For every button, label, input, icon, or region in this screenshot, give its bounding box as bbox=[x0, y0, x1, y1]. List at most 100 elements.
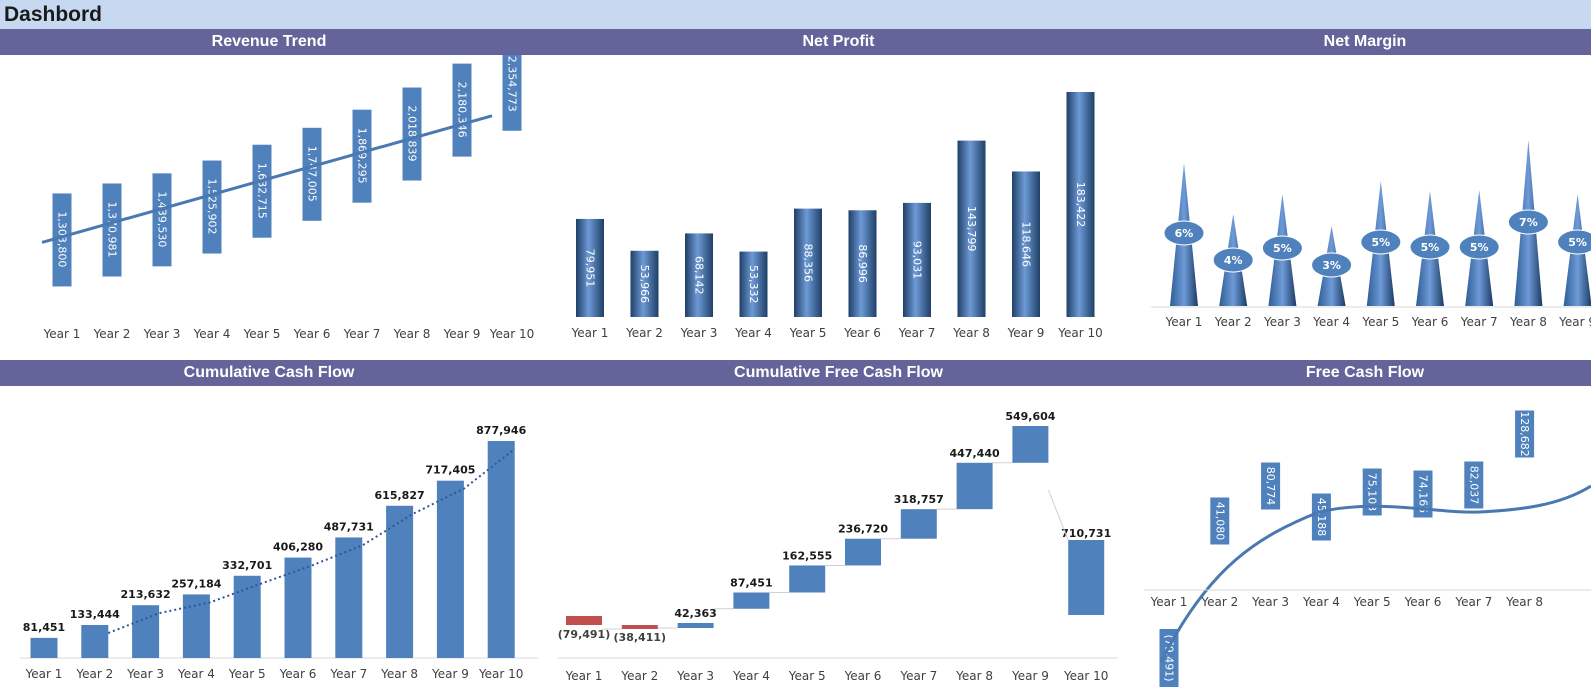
cumulative-cash-bar bbox=[487, 441, 515, 658]
x-tick-label: Year 9 bbox=[431, 667, 469, 681]
data-label: 6% bbox=[1175, 227, 1194, 240]
x-tick-label: Year 9 bbox=[443, 327, 481, 341]
data-label: 143,799 bbox=[965, 206, 978, 252]
data-label: 80,774 bbox=[1264, 467, 1277, 506]
cumulative-cash-bar bbox=[30, 637, 58, 658]
net-margin-bubble bbox=[1507, 209, 1549, 235]
revenue-bar bbox=[52, 193, 72, 287]
cumulative-cash-bar bbox=[335, 537, 363, 658]
data-label: 406,280 bbox=[273, 541, 323, 554]
x-tick-label: Year 1 bbox=[25, 667, 63, 681]
x-tick-label: Year 7 bbox=[329, 667, 367, 681]
net-profit-bar bbox=[794, 208, 822, 317]
net-profit-header: Net Profit bbox=[538, 29, 1139, 55]
data-label: 7% bbox=[1519, 216, 1538, 229]
x-tick-label: Year 9 bbox=[1007, 326, 1045, 340]
net-profit-bar bbox=[1066, 92, 1095, 317]
x-tick-label: Year 3 bbox=[1263, 315, 1301, 329]
revenue-bar bbox=[102, 183, 122, 277]
data-label: 86,996 bbox=[856, 244, 869, 283]
x-tick-label: Year 6 bbox=[293, 327, 331, 341]
x-tick-label: Year 8 bbox=[1509, 315, 1547, 329]
x-tick-label: Year 8 bbox=[952, 326, 990, 340]
data-label: 118,646 bbox=[1020, 221, 1033, 266]
x-tick-label: Year 4 bbox=[732, 669, 770, 683]
net-margin-bubble bbox=[1261, 235, 1303, 261]
x-tick-label: Year 7 bbox=[1454, 595, 1492, 609]
data-label: 236,720 bbox=[838, 523, 888, 536]
revenue-bar bbox=[202, 160, 222, 254]
x-tick-label: Year 7 bbox=[343, 327, 381, 341]
waterfall-bar bbox=[621, 625, 658, 629]
net-margin-bubble bbox=[1311, 252, 1353, 278]
data-label: 5% bbox=[1273, 242, 1292, 255]
net-margin-header: Net Margin bbox=[1139, 29, 1591, 55]
net-profit-bar bbox=[848, 210, 877, 317]
free-cash-bar bbox=[1362, 468, 1382, 516]
x-tick-label: Year 5 bbox=[1353, 595, 1391, 609]
cumulative-cash-bar bbox=[132, 605, 160, 658]
data-label: 81,451 bbox=[23, 621, 65, 634]
data-label: 74,165 bbox=[1417, 475, 1430, 514]
data-label: 2,354,773 bbox=[506, 56, 519, 112]
waterfall-bar bbox=[845, 538, 881, 566]
free-cash-bar bbox=[1413, 470, 1433, 518]
net-profit-chart: 79,951 53,966 68,142 53,332 88,356 86,996 93,0… bbox=[571, 92, 1103, 340]
x-tick-label: Year 1 bbox=[1150, 595, 1188, 609]
net-margin-bubble bbox=[1212, 247, 1254, 273]
net-profit-bar bbox=[685, 233, 713, 317]
x-tick-label: Year 4 bbox=[734, 326, 772, 340]
net-margin-chart: 6% 4% 5% 3% 5% 5% 5% 7% 5% Year 1 Year 2 Year 3 Year… bbox=[1151, 140, 1591, 329]
data-label: 45,188 bbox=[1315, 498, 1328, 537]
free-cash-bar bbox=[1261, 462, 1281, 510]
x-tick-label: Year 2 bbox=[620, 669, 658, 683]
x-tick-label: Year 2 bbox=[625, 326, 663, 340]
x-tick-label: Year 2 bbox=[93, 327, 131, 341]
x-tick-label: Year 5 bbox=[228, 667, 266, 681]
free-cash-bar bbox=[1515, 410, 1535, 458]
data-label: 82,037 bbox=[1467, 466, 1480, 505]
x-tick-label: Year 6 bbox=[844, 669, 882, 683]
data-label: 1,869,295 bbox=[356, 128, 369, 184]
free-cash-bar bbox=[1210, 497, 1230, 545]
x-tick-label: Year 2 bbox=[1214, 315, 1252, 329]
data-label: 75,103 bbox=[1366, 473, 1379, 512]
x-tick-label: Year 7 bbox=[1460, 315, 1498, 329]
dashboard-title: Dashbord bbox=[0, 0, 1591, 29]
data-label: 710,731 bbox=[1061, 527, 1111, 540]
data-label: 87,451 bbox=[730, 576, 772, 589]
data-label: 88,356 bbox=[802, 244, 815, 282]
x-tick-label: Year 2 bbox=[1200, 595, 1238, 609]
revenue-bar bbox=[302, 127, 322, 221]
net-margin-bubble bbox=[1557, 229, 1591, 255]
net-profit-bar bbox=[957, 140, 986, 317]
revenue-bar bbox=[152, 173, 172, 267]
x-tick-label: Year 1 bbox=[1165, 315, 1203, 329]
data-label: 133,444 bbox=[70, 608, 120, 621]
data-label: 318,757 bbox=[894, 493, 944, 506]
free-cash-bar bbox=[1464, 461, 1484, 509]
data-label: 717,405 bbox=[425, 464, 475, 477]
data-label: 68,142 bbox=[693, 256, 706, 295]
waterfall-bar bbox=[900, 509, 937, 539]
x-tick-label: Year 3 bbox=[676, 669, 714, 683]
x-tick-label: Year 7 bbox=[898, 326, 936, 340]
data-label: 41,080 bbox=[1213, 502, 1226, 541]
data-label: 1,370,981 bbox=[106, 201, 119, 257]
waterfall-bar bbox=[733, 592, 770, 609]
data-label: 93,031 bbox=[911, 241, 924, 280]
x-tick-label: Year 6 bbox=[1411, 315, 1449, 329]
free-cash-trendline bbox=[1159, 484, 1591, 663]
revenue-trend-chart: 1,303,800 1,370,981 1,439,530 1,525,902 1,63… bbox=[41, 55, 534, 341]
x-tick-label: Year 5 bbox=[789, 326, 827, 340]
x-tick-label: Year 1 bbox=[565, 669, 603, 683]
data-label: 1,525,902 bbox=[206, 179, 219, 235]
x-tick-label: Year 4 bbox=[177, 667, 215, 681]
net-profit-bar bbox=[1012, 171, 1040, 317]
x-tick-label: Year 1 bbox=[43, 327, 81, 341]
data-label: 2,180,346 bbox=[456, 82, 469, 138]
x-tick-label: Year 8 bbox=[393, 327, 431, 341]
free-cash-bar bbox=[1159, 629, 1179, 687]
data-label: 447,440 bbox=[950, 447, 1000, 460]
net-margin-bubble bbox=[1458, 234, 1500, 260]
